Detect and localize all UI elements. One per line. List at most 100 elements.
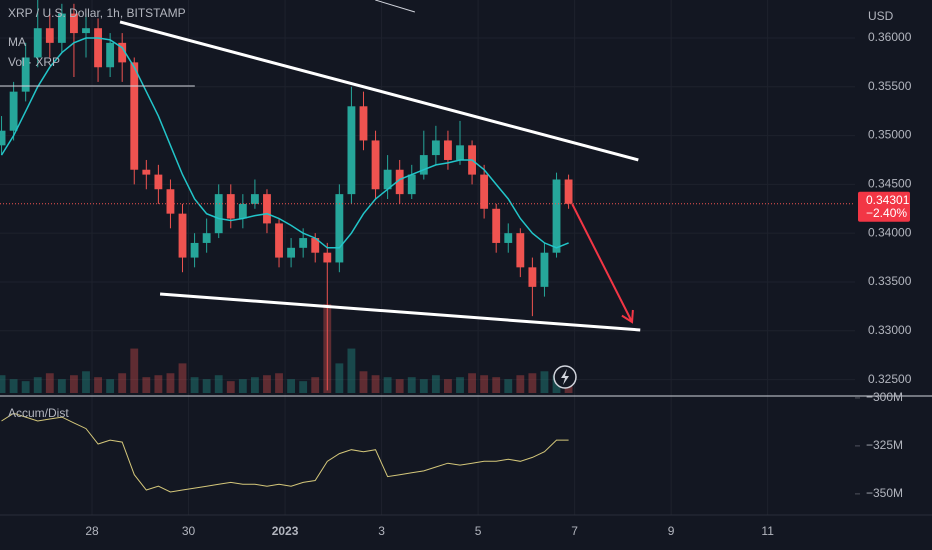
volume-bar — [263, 375, 271, 393]
volume-bar — [407, 377, 416, 393]
y-tick-label: 0.35000 — [868, 128, 912, 142]
plot-area — [0, 0, 855, 515]
x-tick-label: 5 — [475, 524, 482, 538]
y-tick-label: 0.34500 — [868, 177, 912, 191]
volume-bar — [395, 379, 404, 393]
candle-body — [540, 252, 549, 287]
alert-icon[interactable] — [553, 365, 577, 389]
candle-body — [287, 247, 296, 258]
y-tick-label: 0.35500 — [868, 79, 912, 93]
volume-bar — [178, 363, 187, 393]
x-tick-label: 9 — [668, 524, 675, 538]
trend-line — [159, 292, 641, 332]
volume-bar — [130, 348, 139, 393]
candle-body — [118, 42, 127, 63]
candle-body — [154, 174, 163, 190]
volume-bar — [528, 373, 537, 393]
candle-body — [564, 179, 573, 204]
volume-bar — [214, 375, 223, 393]
candle-body — [70, 13, 78, 34]
y-tick-label: 0.34000 — [868, 225, 912, 239]
volume-bar — [419, 379, 428, 393]
volume-bar — [468, 373, 476, 393]
candle-body — [552, 179, 561, 253]
lightning[interactable] — [561, 369, 569, 385]
x-tick-label: 30 — [182, 524, 196, 538]
y-tick-label: −325M — [866, 438, 903, 452]
last-price-label: 0.34301 — [866, 193, 910, 207]
candle-body — [431, 140, 440, 156]
candle-body — [142, 169, 151, 175]
candle-body — [0, 130, 6, 146]
volume-bar — [45, 373, 54, 393]
candle-body — [202, 233, 211, 243]
candle-body — [528, 267, 537, 287]
candle-body — [275, 223, 283, 258]
volume-bar — [383, 377, 392, 393]
volume-bar — [480, 375, 489, 393]
candle-body — [480, 174, 489, 209]
candle-body — [311, 238, 320, 253]
candle-body — [323, 252, 332, 263]
volume-bar — [504, 379, 513, 393]
indicator-label: MA — [8, 35, 26, 49]
candle-body — [166, 189, 175, 214]
candle-body — [383, 169, 392, 190]
candle-body — [516, 233, 525, 268]
candle-body — [299, 238, 308, 248]
volume-bar — [456, 377, 464, 393]
volume-bar — [118, 373, 127, 393]
x-tick-label: 28 — [85, 524, 99, 538]
candle-body — [263, 194, 271, 224]
candle-body — [395, 169, 404, 195]
candle-body — [130, 62, 139, 170]
volume-bar — [70, 375, 78, 393]
indicator-label: Accum/Dist — [8, 406, 69, 420]
volume-bar — [250, 377, 259, 393]
volume-bar — [275, 373, 283, 393]
x-tick-label: 2023 — [272, 524, 299, 538]
volume-bar — [142, 377, 151, 393]
candle-body — [33, 28, 42, 58]
volume-bar — [106, 379, 115, 393]
candle-body — [94, 28, 102, 68]
volume-bar — [0, 375, 6, 393]
candle-body — [82, 28, 90, 34]
volume-bar — [226, 381, 235, 393]
volume-bar — [202, 379, 211, 393]
volume-bar — [94, 377, 102, 393]
accum-dist-line — [1, 412, 569, 493]
candle-body — [407, 174, 416, 195]
candle-body — [347, 106, 356, 195]
change-label: −2.40% — [866, 206, 907, 220]
volume-bar — [347, 348, 356, 393]
symbol-title: XRP / U.S. Dollar, 1h, BITSTAMP — [8, 6, 186, 20]
candle-body — [359, 106, 368, 141]
candle-body — [250, 194, 259, 204]
volume-bar — [516, 375, 525, 393]
candle-body — [106, 42, 115, 68]
volume-bar — [9, 379, 18, 393]
volume-bar — [33, 377, 42, 393]
price-badge — [858, 191, 910, 222]
candle-body — [178, 213, 187, 258]
volume-bar — [57, 379, 66, 393]
volume-bar — [492, 377, 501, 393]
volume-bar — [335, 363, 344, 393]
candle-body — [335, 194, 344, 263]
volume-bar — [431, 375, 440, 393]
volume-bar — [540, 371, 549, 393]
volume-bar — [444, 379, 452, 393]
candle-body — [444, 140, 452, 160]
candle-body — [504, 233, 513, 243]
currency-label: USD — [868, 9, 894, 23]
y-tick-label: −350M — [866, 486, 903, 500]
candle-body — [57, 13, 66, 43]
candle-body — [226, 194, 235, 219]
volume-bar — [154, 375, 163, 393]
arrow-head — [621, 309, 634, 324]
candle-body — [21, 57, 30, 92]
y-tick-label: −300M — [866, 390, 903, 404]
candle-body — [190, 242, 199, 258]
